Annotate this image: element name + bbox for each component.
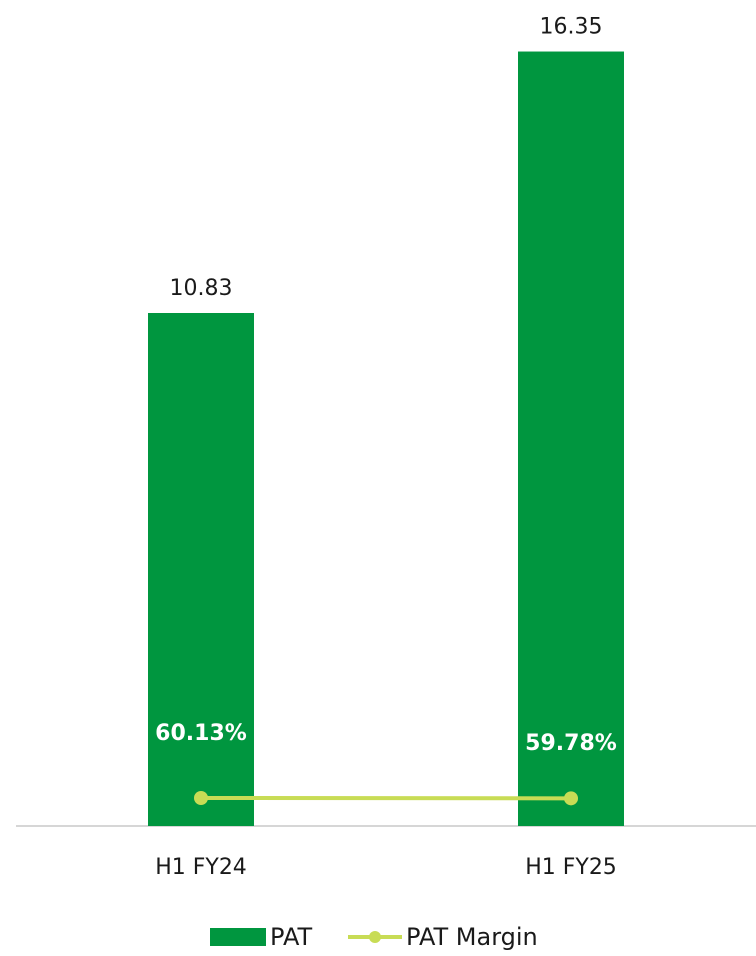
pat-margin-point-2: [564, 791, 578, 805]
legend-swatch-pat: [210, 928, 266, 946]
bar-value-label-2: 16.35: [540, 15, 603, 40]
pat-margin-label-1: 60.13%: [155, 721, 247, 746]
legend-label-pat-margin: PAT Margin: [406, 923, 538, 951]
bar-pat-2: [518, 52, 624, 826]
legend-label-pat: PAT: [270, 923, 312, 951]
category-label-1: H1 FY24: [155, 855, 247, 880]
legend-swatch-pat-margin-marker: [369, 931, 381, 943]
pat-margin-point-1: [194, 791, 208, 805]
bar-value-label-1: 10.83: [170, 276, 233, 301]
category-label-2: H1 FY25: [525, 855, 617, 880]
legend: PAT PAT Margin: [210, 923, 538, 951]
bar-pat-1: [148, 313, 254, 826]
bars-layer: [148, 52, 624, 826]
pat-margin-label-2: 59.78%: [525, 731, 617, 756]
